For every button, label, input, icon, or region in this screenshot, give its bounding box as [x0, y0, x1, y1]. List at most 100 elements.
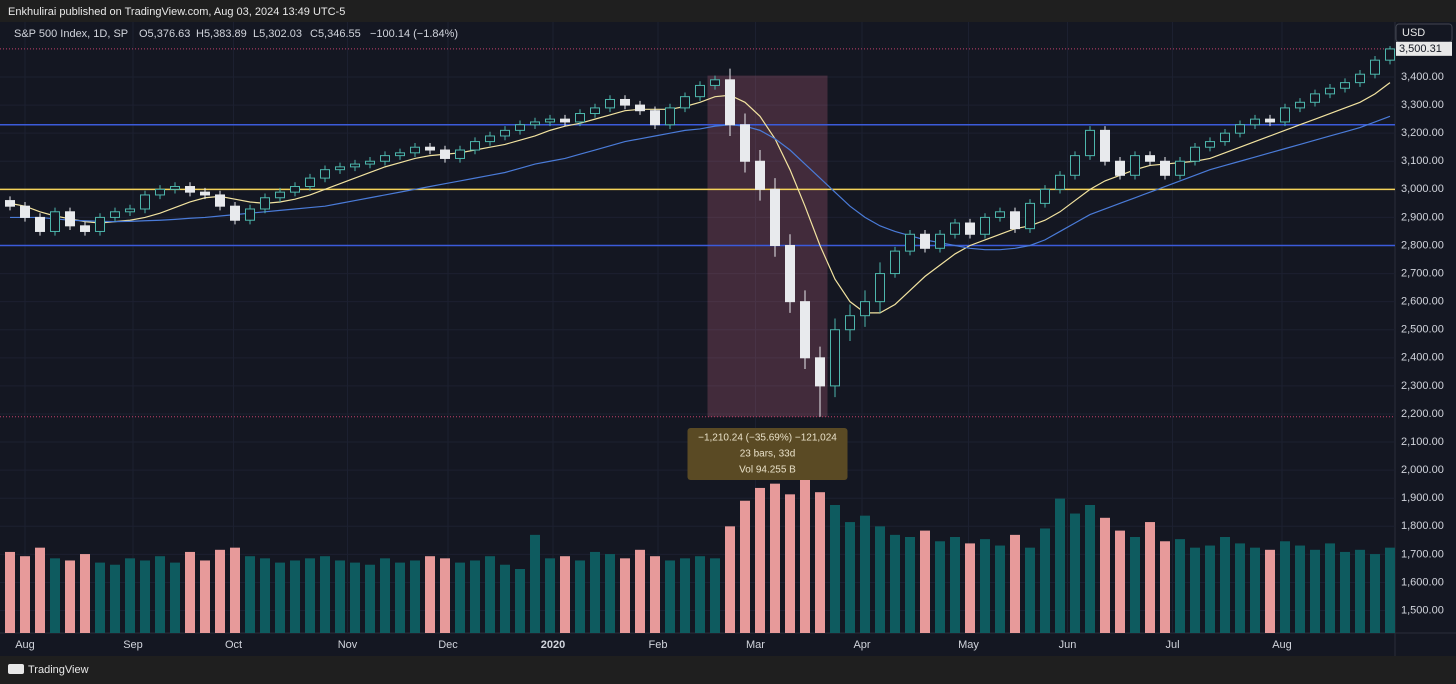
candle-body	[740, 124, 750, 162]
legend-symbol: S&P 500 Index, 1D, SP	[14, 28, 128, 40]
candle-body	[695, 84, 705, 98]
candle-body	[1010, 211, 1020, 230]
y-tick-label: 2,700.00	[1401, 267, 1444, 279]
legend-open: O5,376.63	[139, 28, 190, 40]
candle-body	[920, 233, 930, 249]
measure-text: 23 bars, 33d	[740, 449, 796, 460]
volume-bar	[1205, 545, 1215, 633]
candle-body	[185, 186, 195, 193]
volume-bar	[785, 494, 795, 633]
volume-bar	[275, 562, 285, 633]
volume-bar	[1370, 554, 1380, 633]
volume-bar	[755, 487, 765, 633]
candle-body	[5, 200, 15, 207]
volume-bar	[110, 564, 120, 633]
volume-bar	[635, 549, 645, 633]
candle-body	[845, 315, 855, 331]
volume-bar	[1055, 498, 1065, 633]
legend-high: H5,383.89	[196, 28, 247, 40]
candle-body	[800, 301, 810, 359]
x-tick-label: May	[958, 639, 979, 651]
volume-bar	[515, 569, 525, 633]
x-tick-label: Oct	[225, 639, 242, 651]
x-tick-label: Aug	[15, 639, 35, 651]
legend-close: C5,346.55	[310, 28, 361, 40]
volume-bar	[95, 562, 105, 633]
x-tick-label: Feb	[649, 639, 668, 651]
volume-bar	[845, 522, 855, 633]
volume-bar	[1325, 543, 1335, 633]
volume-bar	[920, 530, 930, 633]
y-tick-label: 2,800.00	[1401, 239, 1444, 251]
candle-body	[1250, 118, 1260, 126]
candle-body	[1055, 174, 1065, 190]
last-price-label: 3,500.31	[1399, 43, 1442, 55]
x-tick-label: Apr	[853, 639, 870, 651]
candle-body	[905, 233, 915, 252]
brand-logo	[8, 664, 24, 674]
candle-body	[245, 208, 255, 221]
volume-bar	[410, 560, 420, 633]
y-tick-label: 2,400.00	[1401, 352, 1444, 364]
measure-text: Vol 94.255 B	[739, 465, 796, 476]
candle-body	[1160, 160, 1170, 176]
x-tick-label: 2020	[541, 639, 565, 651]
candle-body	[1115, 160, 1125, 176]
y-tick-label: 2,500.00	[1401, 324, 1444, 336]
x-tick-label: Mar	[746, 639, 765, 651]
y-tick-label: 2,100.00	[1401, 436, 1444, 448]
x-tick-label: Nov	[338, 639, 358, 651]
volume-bar	[500, 564, 510, 633]
candle-body	[215, 194, 225, 207]
volume-bar	[20, 556, 30, 633]
candle-body	[1370, 59, 1380, 75]
y-tick-label: 1,600.00	[1401, 576, 1444, 588]
candle-body	[1130, 155, 1140, 176]
volume-bar	[1100, 517, 1110, 633]
y-tick-label: 3,300.00	[1401, 99, 1444, 111]
volume-bar	[1280, 541, 1290, 633]
volume-bar	[1025, 547, 1035, 633]
x-tick-label: Jul	[1165, 639, 1179, 651]
legend-change: −100.14 (−1.84%)	[370, 28, 458, 40]
candle-body	[1280, 107, 1290, 123]
measure-text: −1,210.24 (−35.69%) −121,024	[698, 433, 837, 444]
volume-bar	[1340, 551, 1350, 633]
y-tick-label: 2,200.00	[1401, 408, 1444, 420]
candle-body	[1220, 132, 1230, 143]
candle-body	[410, 146, 420, 154]
candle-body	[20, 205, 30, 218]
volume-bar	[1175, 539, 1185, 633]
candle-body	[1070, 155, 1080, 176]
x-tick-label: Sep	[123, 639, 143, 651]
candle-body	[530, 121, 540, 126]
candle-body	[860, 301, 870, 317]
y-tick-label: 1,800.00	[1401, 520, 1444, 532]
candle-body	[935, 233, 945, 249]
candle-body	[275, 191, 285, 199]
candle-body	[80, 225, 90, 232]
candle-body	[995, 211, 1005, 218]
volume-bar	[740, 500, 750, 633]
volume-bar	[650, 556, 660, 633]
candle-body	[320, 169, 330, 179]
volume-bar	[875, 526, 885, 633]
candle-body	[395, 152, 405, 157]
candle-body	[290, 186, 300, 193]
volume-bar	[1385, 547, 1395, 633]
volume-bar	[890, 534, 900, 633]
volume-bar	[35, 547, 45, 633]
candle-body	[605, 98, 615, 109]
volume-bar	[80, 554, 90, 633]
candle-body	[635, 104, 645, 112]
y-tick-label: 3,000.00	[1401, 183, 1444, 195]
volume-bar	[665, 560, 675, 633]
candle-body	[1310, 93, 1320, 103]
volume-bar	[860, 515, 870, 633]
volume-bar	[365, 564, 375, 633]
y-tick-label: 2,000.00	[1401, 464, 1444, 476]
volume-bar	[290, 560, 300, 633]
volume-bar	[230, 547, 240, 633]
candle-body	[560, 118, 570, 123]
currency: USD	[1402, 27, 1425, 39]
